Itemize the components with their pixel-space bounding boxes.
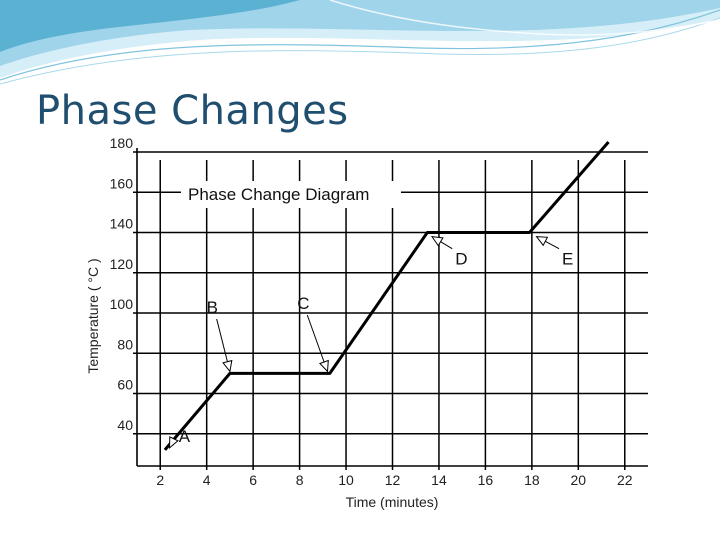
chart-tick-labels: 2 4 6 8 10 12 14 16 18 20 22 40 60 80 100 120 140 160 180: [110, 135, 633, 488]
temperature-series-line: [163, 141, 610, 451]
x-tick-label: 22: [617, 472, 633, 488]
annotation-label-c: C: [297, 294, 309, 313]
x-tick-label: 4: [203, 472, 211, 488]
header-swoosh-decoration: [0, 0, 720, 85]
annotation-arrow-head-a: [168, 436, 179, 450]
y-tick-label: 40: [117, 417, 133, 433]
x-tick-label: 18: [524, 472, 540, 488]
y-tick-label: 140: [110, 216, 134, 232]
annotation-arrow-shaft-b: [216, 318, 228, 362]
x-tick-label: 2: [156, 472, 164, 488]
y-tick-label: 160: [110, 175, 134, 191]
x-tick-label: 6: [249, 472, 257, 488]
x-tick-label: 20: [571, 472, 587, 488]
x-tick-label: 8: [296, 472, 304, 488]
annotation-arrow-head-b: [222, 359, 233, 373]
y-tick-label: 100: [110, 296, 134, 312]
y-axis-title: Temperature ( °C ): [85, 258, 101, 373]
annotation-label-b: B: [207, 298, 218, 317]
chart-title: Phase Change Diagram: [188, 185, 369, 204]
annotation-label-d: D: [455, 250, 467, 269]
chart-annotations: A B C D E: [168, 235, 573, 450]
chart-title-box: [181, 181, 401, 208]
annotation-arrow-head-d: [430, 235, 444, 247]
swoosh-dark-band: [0, 0, 300, 52]
annotation-label-a: A: [179, 427, 191, 446]
annotation-arrow-shaft-c: [306, 314, 325, 363]
chart-grid: [133, 148, 648, 470]
x-tick-label: 14: [431, 472, 447, 488]
y-tick-label: 120: [110, 256, 134, 272]
swoosh-stroke-3: [329, 0, 720, 36]
annotation-arrow-shaft-e: [545, 240, 560, 250]
annotation-arrow-head-c: [319, 359, 329, 373]
y-tick-label: 60: [117, 377, 133, 393]
y-tick-label: 80: [117, 336, 133, 352]
x-tick-label: 12: [385, 472, 401, 488]
slide-title: Phase Changes: [36, 88, 349, 134]
y-tick-label: 180: [110, 135, 134, 151]
x-axis-title: Time (minutes): [346, 494, 439, 510]
x-tick-label: 16: [478, 472, 494, 488]
swoosh-stroke-2: [0, 17, 720, 85]
annotation-arrow-shaft-d: [440, 241, 453, 250]
annotation-arrow-head-e: [535, 236, 549, 247]
chart-series: [163, 141, 610, 451]
annotation-label-e: E: [562, 250, 573, 269]
x-tick-label: 10: [338, 472, 354, 488]
